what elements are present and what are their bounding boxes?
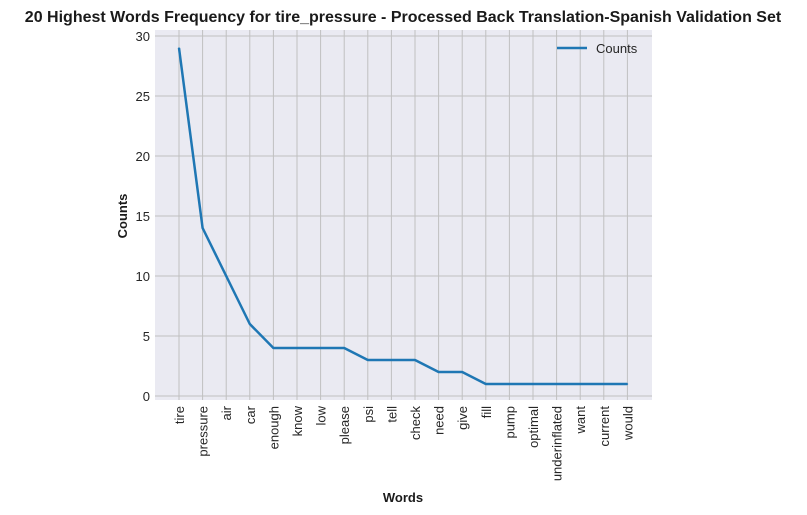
y-tick-label: 5	[143, 329, 150, 344]
data-point	[249, 323, 251, 325]
x-axis-ticks: tire pressure air car enough know low please psi…	[172, 405, 635, 481]
x-tick-label: fill	[479, 406, 494, 418]
data-point	[343, 347, 346, 349]
data-point	[414, 359, 416, 361]
data-point	[603, 383, 605, 385]
data-point	[319, 347, 322, 349]
x-tick-label: pressure	[196, 406, 211, 457]
chart-title: 20 Highest Words Frequency for tire_pres…	[25, 9, 782, 26]
x-tick-label: know	[290, 405, 305, 436]
data-point	[437, 371, 440, 373]
data-point	[201, 227, 204, 229]
data-point	[225, 275, 227, 277]
x-tick-label: optimal	[526, 406, 541, 448]
x-tick-label: car	[243, 405, 258, 424]
x-tick-label: underinflated	[550, 406, 565, 481]
data-point	[532, 383, 534, 385]
series-points	[178, 47, 629, 385]
data-point	[178, 47, 180, 49]
grid	[155, 30, 652, 400]
x-tick-label: tire	[172, 406, 187, 424]
x-tick-label: enough	[266, 406, 281, 449]
plot-area	[155, 30, 652, 400]
y-tick-label: 15	[136, 209, 150, 224]
series-line-counts	[177, 47, 628, 386]
y-axis-ticks: 0 5 10 15 20 25 30	[136, 29, 150, 404]
data-point	[367, 359, 369, 361]
x-tick-label: give	[455, 406, 470, 430]
x-tick-label: low	[314, 405, 329, 425]
x-tick-label: pump	[502, 406, 517, 439]
x-tick-label: would	[620, 406, 635, 441]
data-point	[390, 359, 393, 361]
x-tick-label: psi	[361, 406, 376, 423]
legend-label-counts: Counts	[596, 41, 638, 56]
data-point	[272, 347, 275, 349]
data-point	[508, 383, 511, 385]
y-tick-label: 10	[136, 269, 150, 284]
x-tick-label: need	[432, 406, 447, 435]
y-tick-label: 20	[136, 149, 150, 164]
data-point	[485, 383, 487, 385]
y-tick-label: 25	[136, 89, 150, 104]
data-point	[579, 383, 581, 385]
x-tick-label: check	[408, 406, 423, 440]
x-tick-label: want	[573, 406, 588, 435]
data-point	[626, 383, 629, 385]
y-tick-label: 0	[143, 389, 150, 404]
y-tick-label: 30	[136, 29, 150, 44]
x-tick-label: please	[337, 406, 352, 444]
x-tick-label: air	[219, 405, 234, 420]
x-tick-label: current	[597, 406, 612, 447]
legend: Counts	[557, 41, 638, 56]
x-tick-label: tell	[384, 406, 399, 423]
x-axis-label: Words	[383, 490, 423, 505]
y-axis-label: Counts	[115, 194, 130, 239]
data-point	[555, 383, 558, 385]
data-point	[461, 371, 464, 373]
data-point	[296, 347, 298, 349]
